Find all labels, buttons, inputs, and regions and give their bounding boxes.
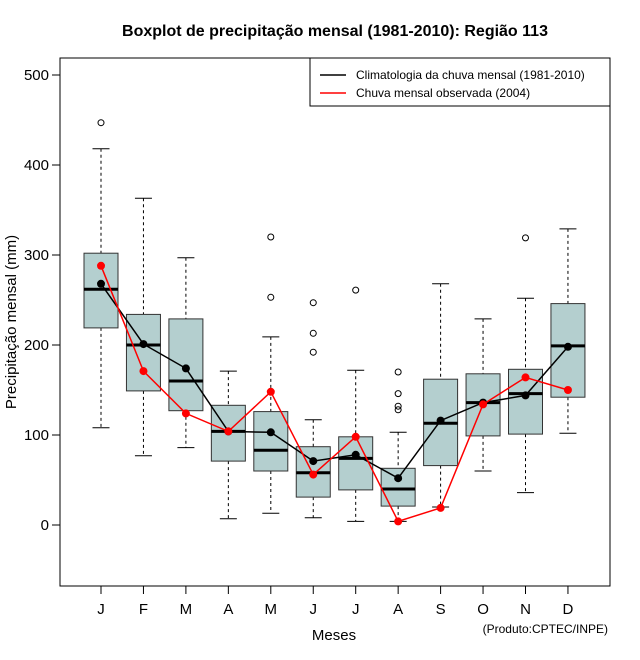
- legend-label-climatology: Climatologia da chuva mensal (1981-2010): [356, 68, 585, 82]
- point-climatology: [563, 342, 572, 351]
- y-tick-label: 0: [41, 517, 49, 534]
- box-5: [295, 299, 331, 519]
- outlier-point: [309, 329, 317, 337]
- x-axis-label: Meses: [312, 627, 356, 644]
- outlier-point: [394, 402, 402, 410]
- box-4: [253, 233, 289, 514]
- outlier-point: [394, 390, 402, 398]
- legend: Climatologia da chuva mensal (1981-2010)…: [309, 57, 611, 107]
- box-8: [423, 283, 459, 508]
- point-climatology: [351, 450, 360, 459]
- x-tick-label: M: [265, 601, 278, 618]
- chart-title: Boxplot de precipitação mensal (1981-201…: [122, 23, 548, 40]
- legend-label-observed: Chuva mensal observada (2004): [356, 86, 530, 100]
- point-observed: [266, 387, 275, 396]
- y-axis: 0 100 200 300 400 500: [24, 67, 60, 534]
- point-observed: [139, 367, 148, 376]
- y-tick-label: 400: [24, 157, 49, 174]
- box-iqr: [338, 436, 374, 491]
- point-climatology: [436, 416, 445, 425]
- point-climatology: [521, 391, 530, 400]
- box-11: [550, 228, 586, 434]
- x-tick-label: J: [310, 601, 318, 618]
- point-observed: [479, 400, 488, 409]
- point-observed: [436, 503, 445, 512]
- point-observed: [224, 427, 233, 436]
- x-tick-label: F: [139, 601, 148, 618]
- point-observed: [394, 517, 403, 526]
- box-0: [83, 119, 119, 429]
- y-tick-label: 500: [24, 67, 49, 84]
- outlier-point: [267, 293, 275, 301]
- box-6: [338, 286, 374, 522]
- point-observed: [309, 470, 318, 479]
- x-tick-label: D: [563, 601, 574, 618]
- outlier-point: [352, 286, 360, 294]
- legend-box: [309, 57, 611, 107]
- point-observed: [181, 409, 190, 418]
- x-tick-label: N: [520, 601, 531, 618]
- point-climatology: [97, 279, 105, 288]
- x-tick-label: J: [97, 601, 105, 618]
- x-tick-label: S: [436, 601, 446, 618]
- x-tick-label: O: [477, 601, 489, 618]
- x-tick-label: A: [223, 601, 233, 618]
- outlier-point: [97, 119, 105, 127]
- point-climatology: [181, 364, 190, 373]
- point-climatology: [139, 340, 148, 349]
- outlier-point: [394, 368, 402, 376]
- point-climatology: [309, 457, 318, 466]
- series-lines: [97, 261, 572, 526]
- boxes: [83, 119, 586, 522]
- x-tick-label: M: [180, 601, 193, 618]
- y-tick-label: 100: [24, 427, 49, 444]
- point-observed: [97, 261, 105, 270]
- y-tick-label: 200: [24, 337, 49, 354]
- box-10: [508, 234, 543, 494]
- box-iqr: [125, 313, 161, 392]
- x-tick-label: A: [393, 601, 403, 618]
- outlier-point: [267, 233, 275, 241]
- outlier-point: [309, 299, 317, 307]
- point-observed: [563, 386, 572, 394]
- point-observed: [521, 373, 530, 382]
- outlier-point: [309, 348, 317, 356]
- x-tick-label: J: [352, 601, 360, 618]
- outlier-point: [394, 406, 402, 414]
- y-tick-label: 300: [24, 247, 49, 264]
- point-climatology: [266, 428, 275, 437]
- line-climatology: [100, 283, 569, 480]
- y-axis-label: Precipitação mensal (mm): [3, 235, 20, 409]
- point-climatology: [394, 474, 403, 483]
- box-iqr: [253, 411, 289, 472]
- line-observed: [100, 265, 569, 523]
- outlier-point: [522, 234, 529, 242]
- footnote: (Produto:CPTEC/INPE): [483, 622, 608, 636]
- box-3: [210, 370, 246, 520]
- box-iqr: [380, 467, 416, 507]
- box-9: [465, 318, 501, 472]
- point-observed: [351, 432, 360, 441]
